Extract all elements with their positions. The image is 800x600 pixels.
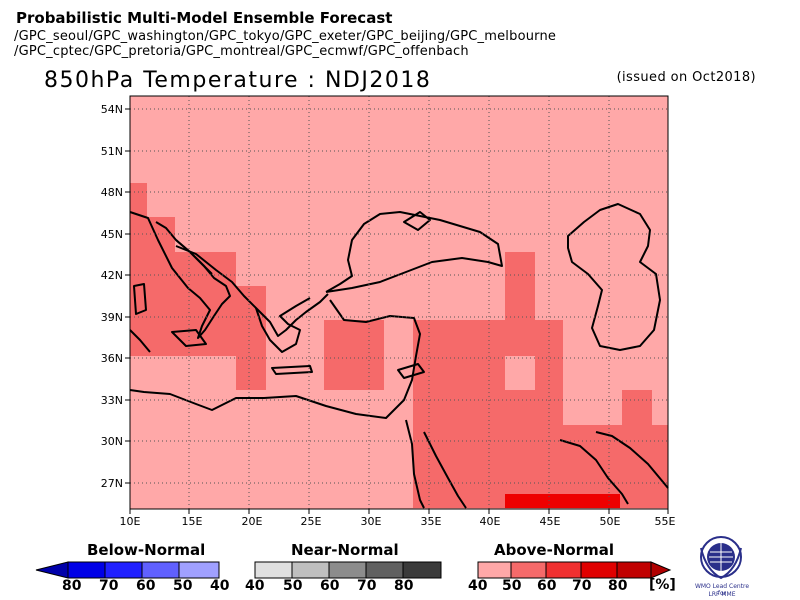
legend-above-label: 80 xyxy=(608,578,628,594)
legend-near-label: 70 xyxy=(357,578,377,594)
lon-label: 45E xyxy=(540,515,561,528)
lat-label: 33N xyxy=(101,394,123,407)
issued-date: (issued on Oct2018) xyxy=(616,70,756,85)
map-frame xyxy=(129,95,669,510)
lon-label: 15E xyxy=(182,515,203,528)
legend-above-bar xyxy=(477,561,672,579)
lat-label: 39N xyxy=(101,311,123,324)
axis-ticks xyxy=(125,108,669,514)
legend-unit: [%] xyxy=(649,577,676,593)
legend-near-label: 40 xyxy=(245,578,265,594)
lat-label: 42N xyxy=(101,269,123,282)
shade-above-50 xyxy=(130,183,668,508)
legend-below-label: 70 xyxy=(99,578,119,594)
legend-below-label: 40 xyxy=(210,578,230,594)
legend-below-title: Below-Normal xyxy=(87,541,206,559)
lat-label: 48N xyxy=(101,186,123,199)
legend-below-label: 80 xyxy=(62,578,82,594)
lon-label: 50E xyxy=(600,515,621,528)
lat-label: 36N xyxy=(101,352,123,365)
wmo-logo xyxy=(700,536,742,580)
probability-shading xyxy=(130,96,668,509)
legend-above-label: 40 xyxy=(468,578,488,594)
legend-above-label: 70 xyxy=(572,578,592,594)
legend-above-title: Above-Normal xyxy=(494,541,614,559)
coastlines xyxy=(129,203,669,509)
lat-label: 30N xyxy=(101,435,123,448)
logo-caption-1: WMO Lead Centre for xyxy=(694,583,750,597)
header-gpc-line-1: /GPC_seoul/GPC_washington/GPC_tokyo/GPC_… xyxy=(14,29,557,44)
lon-label: 25E xyxy=(301,515,322,528)
lon-label: 30E xyxy=(361,515,382,528)
legend-above-label: 60 xyxy=(537,578,557,594)
map-title: 850hPa Temperature : NDJ2018 xyxy=(44,68,432,93)
legend-above-label: 50 xyxy=(502,578,522,594)
lon-label: 40E xyxy=(480,515,501,528)
lon-label: 55E xyxy=(655,515,676,528)
shade-above-70 xyxy=(505,494,620,508)
legend-below-label: 60 xyxy=(136,578,156,594)
legend-near-label: 50 xyxy=(283,578,303,594)
legend-below-label: 50 xyxy=(173,578,193,594)
lat-label: 54N xyxy=(101,103,123,116)
graticule xyxy=(130,96,668,509)
header-title: Probabilistic Multi-Model Ensemble Forec… xyxy=(16,9,393,27)
legend-near-label: 80 xyxy=(394,578,414,594)
lat-label: 45N xyxy=(101,228,123,241)
lon-labels: 10E 15E 20E 25E 30E 35E 40E 45E 50E 55E xyxy=(120,515,676,528)
logo-caption-2: LRF MME xyxy=(708,591,736,598)
lon-label: 20E xyxy=(242,515,263,528)
legend-near-bar xyxy=(254,561,442,579)
lat-label: 27N xyxy=(101,477,123,490)
lat-label: 51N xyxy=(101,145,123,158)
lat-labels: 54N 51N 48N 45N 42N 39N 36N 33N 30N 27N xyxy=(101,103,123,490)
legend-near-title: Near-Normal xyxy=(291,541,399,559)
lon-label: 10E xyxy=(120,515,141,528)
legend-below-bar xyxy=(35,561,220,579)
legend-near-label: 60 xyxy=(320,578,340,594)
lon-label: 35E xyxy=(421,515,442,528)
header-gpc-line-2: /GPC_cptec/GPC_pretoria/GPC_montreal/GPC… xyxy=(14,44,469,59)
